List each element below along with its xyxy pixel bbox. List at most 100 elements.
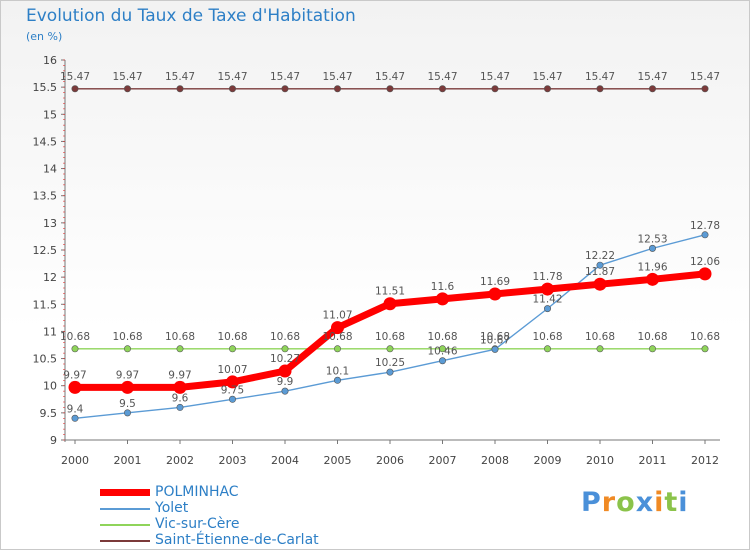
data-point — [124, 409, 132, 417]
x-tick-label: 2000 — [61, 454, 89, 467]
data-point — [543, 305, 551, 313]
data-point — [333, 376, 341, 384]
data-label: 11.78 — [532, 271, 562, 283]
data-point — [383, 297, 397, 311]
data-label: 9.97 — [168, 369, 191, 381]
data-point — [121, 380, 134, 394]
data-point — [698, 267, 712, 281]
y-tick-label: 13 — [43, 217, 57, 230]
data-point — [438, 357, 446, 365]
data-point — [176, 85, 184, 93]
data-point — [229, 345, 237, 353]
data-point — [488, 287, 502, 301]
logo-letter: i — [654, 487, 665, 518]
data-label: 11.96 — [637, 261, 667, 273]
data-point — [648, 345, 656, 353]
logo-letter: P — [581, 487, 602, 518]
data-point — [438, 85, 446, 93]
x-tick-label: 2010 — [586, 454, 614, 467]
legend-swatch — [100, 524, 150, 526]
data-point — [596, 261, 604, 269]
data-label: 10.68 — [112, 331, 142, 343]
data-point — [491, 85, 499, 93]
x-tick-label: 2005 — [324, 454, 352, 467]
data-label: 11.87 — [585, 266, 615, 278]
chart-title: Evolution du Taux de Taxe d'Habitation — [26, 6, 356, 26]
data-point — [648, 244, 656, 252]
data-label: 9.75 — [221, 384, 244, 396]
legend-label: Saint-Étienne-de-Carlat — [155, 532, 319, 548]
data-point — [701, 345, 709, 353]
data-label: 9.9 — [277, 376, 294, 388]
data-label: 15.47 — [532, 71, 562, 83]
y-tick-label: 15.5 — [33, 81, 58, 94]
data-label: 10.68 — [217, 331, 247, 343]
data-point — [386, 85, 394, 93]
data-point — [543, 345, 551, 353]
data-label: 15.47 — [427, 71, 457, 83]
x-tick-label: 2011 — [639, 454, 667, 467]
proxiti-logo: Proxiti — [581, 487, 689, 518]
data-label: 9.97 — [63, 369, 86, 381]
data-label: 11.6 — [431, 281, 455, 293]
x-tick-label: 2003 — [219, 454, 247, 467]
data-label: 10.68 — [585, 331, 615, 343]
y-tick-label: 10 — [43, 380, 57, 393]
x-tick-label: 2001 — [114, 454, 142, 467]
chart-unit: (en %) — [26, 30, 63, 43]
data-label: 11.42 — [532, 294, 562, 306]
legend-label: POLMINHAC — [155, 484, 239, 500]
y-tick-label: 14 — [43, 163, 57, 176]
data-point — [701, 85, 709, 93]
legend-label: Vic-sur-Cère — [155, 516, 240, 532]
data-point — [386, 368, 394, 376]
data-point — [646, 272, 659, 286]
y-tick-label: 16 — [43, 54, 57, 67]
data-label: 11.51 — [375, 286, 405, 298]
data-point — [701, 231, 709, 239]
x-tick-label: 2002 — [166, 454, 194, 467]
data-point — [593, 277, 607, 291]
data-label: 10.27 — [270, 353, 300, 365]
data-label: 15.47 — [322, 71, 352, 83]
data-point — [331, 321, 344, 335]
legend-swatch — [100, 508, 150, 510]
data-point — [173, 380, 187, 394]
data-label: 12.22 — [585, 250, 615, 262]
logo-letter: t — [664, 487, 679, 518]
data-label: 10.07 — [217, 364, 247, 376]
data-label: 10.68 — [690, 331, 720, 343]
data-label: 10.68 — [637, 331, 667, 343]
data-label: 12.06 — [690, 256, 720, 268]
data-label: 15.47 — [375, 71, 405, 83]
legend-label: Yolet — [155, 500, 189, 516]
data-point — [71, 414, 79, 422]
data-point — [281, 85, 289, 93]
y-tick-label: 11.5 — [33, 298, 58, 311]
x-tick-label: 2007 — [429, 454, 457, 467]
data-label: 9.6 — [172, 392, 189, 404]
data-label: 9.5 — [119, 398, 136, 410]
data-label: 12.53 — [637, 233, 667, 245]
data-point — [491, 345, 499, 353]
data-point — [438, 345, 446, 353]
x-tick-label: 2004 — [271, 454, 299, 467]
logo-letter: r — [601, 487, 617, 518]
data-point — [333, 85, 341, 93]
data-point — [124, 85, 132, 93]
data-label: 15.47 — [60, 71, 90, 83]
data-label: 10.68 — [375, 331, 405, 343]
data-point — [386, 345, 394, 353]
data-label: 15.47 — [270, 71, 300, 83]
y-tick-label: 9 — [50, 434, 57, 447]
data-point — [176, 403, 184, 411]
y-tick-label: 12.5 — [33, 244, 58, 257]
data-label: 10.68 — [532, 331, 562, 343]
data-label: 11.69 — [480, 276, 510, 288]
data-label: 10.46 — [427, 346, 457, 358]
data-point — [541, 282, 554, 296]
data-point — [596, 345, 604, 353]
data-label: 15.47 — [480, 71, 510, 83]
data-point — [543, 85, 551, 93]
